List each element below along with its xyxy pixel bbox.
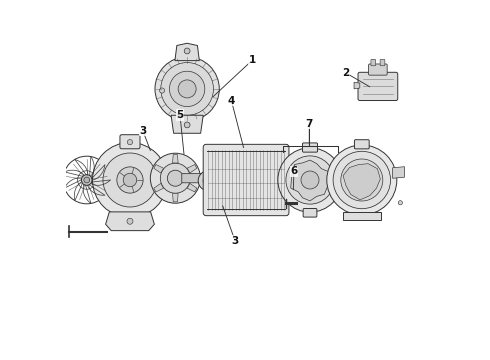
Circle shape: [398, 201, 402, 205]
Circle shape: [184, 48, 190, 54]
Circle shape: [203, 176, 213, 186]
Circle shape: [333, 151, 391, 209]
Polygon shape: [354, 82, 360, 89]
Circle shape: [170, 71, 205, 107]
Polygon shape: [187, 184, 197, 192]
Circle shape: [184, 122, 190, 128]
Circle shape: [127, 218, 133, 224]
FancyBboxPatch shape: [120, 135, 140, 149]
FancyBboxPatch shape: [302, 143, 318, 152]
Polygon shape: [105, 212, 154, 231]
Circle shape: [155, 57, 220, 121]
Circle shape: [327, 145, 397, 215]
Circle shape: [81, 175, 92, 185]
Polygon shape: [392, 167, 405, 178]
Text: 6: 6: [290, 166, 297, 176]
Circle shape: [168, 170, 183, 186]
Text: 3: 3: [139, 126, 147, 136]
Circle shape: [159, 88, 165, 93]
Circle shape: [160, 163, 190, 193]
Circle shape: [198, 171, 218, 191]
Circle shape: [286, 156, 334, 204]
FancyBboxPatch shape: [303, 208, 317, 217]
Text: 3: 3: [231, 236, 239, 246]
Polygon shape: [171, 115, 203, 133]
Circle shape: [127, 139, 133, 145]
Text: 7: 7: [306, 118, 313, 129]
Text: 5: 5: [176, 110, 184, 120]
Circle shape: [150, 153, 200, 203]
Polygon shape: [172, 154, 178, 163]
Circle shape: [123, 173, 137, 187]
FancyBboxPatch shape: [371, 59, 376, 66]
FancyBboxPatch shape: [203, 144, 289, 216]
Polygon shape: [343, 164, 380, 200]
FancyBboxPatch shape: [380, 59, 385, 66]
Polygon shape: [175, 43, 199, 60]
Circle shape: [161, 63, 214, 115]
Circle shape: [301, 171, 319, 189]
FancyBboxPatch shape: [358, 72, 398, 100]
Text: 1: 1: [248, 55, 256, 65]
Circle shape: [103, 153, 157, 207]
Polygon shape: [291, 160, 329, 201]
Circle shape: [278, 148, 342, 212]
Circle shape: [117, 167, 143, 193]
Circle shape: [341, 159, 383, 201]
Polygon shape: [172, 193, 178, 202]
Polygon shape: [154, 165, 164, 173]
Polygon shape: [343, 212, 381, 220]
Polygon shape: [187, 165, 197, 173]
Circle shape: [178, 80, 196, 98]
FancyBboxPatch shape: [368, 64, 387, 75]
Circle shape: [93, 143, 168, 217]
FancyBboxPatch shape: [182, 174, 229, 183]
Text: 2: 2: [342, 68, 349, 78]
Circle shape: [84, 177, 90, 183]
Polygon shape: [154, 184, 164, 192]
FancyBboxPatch shape: [354, 140, 369, 149]
Text: 4: 4: [228, 96, 235, 106]
